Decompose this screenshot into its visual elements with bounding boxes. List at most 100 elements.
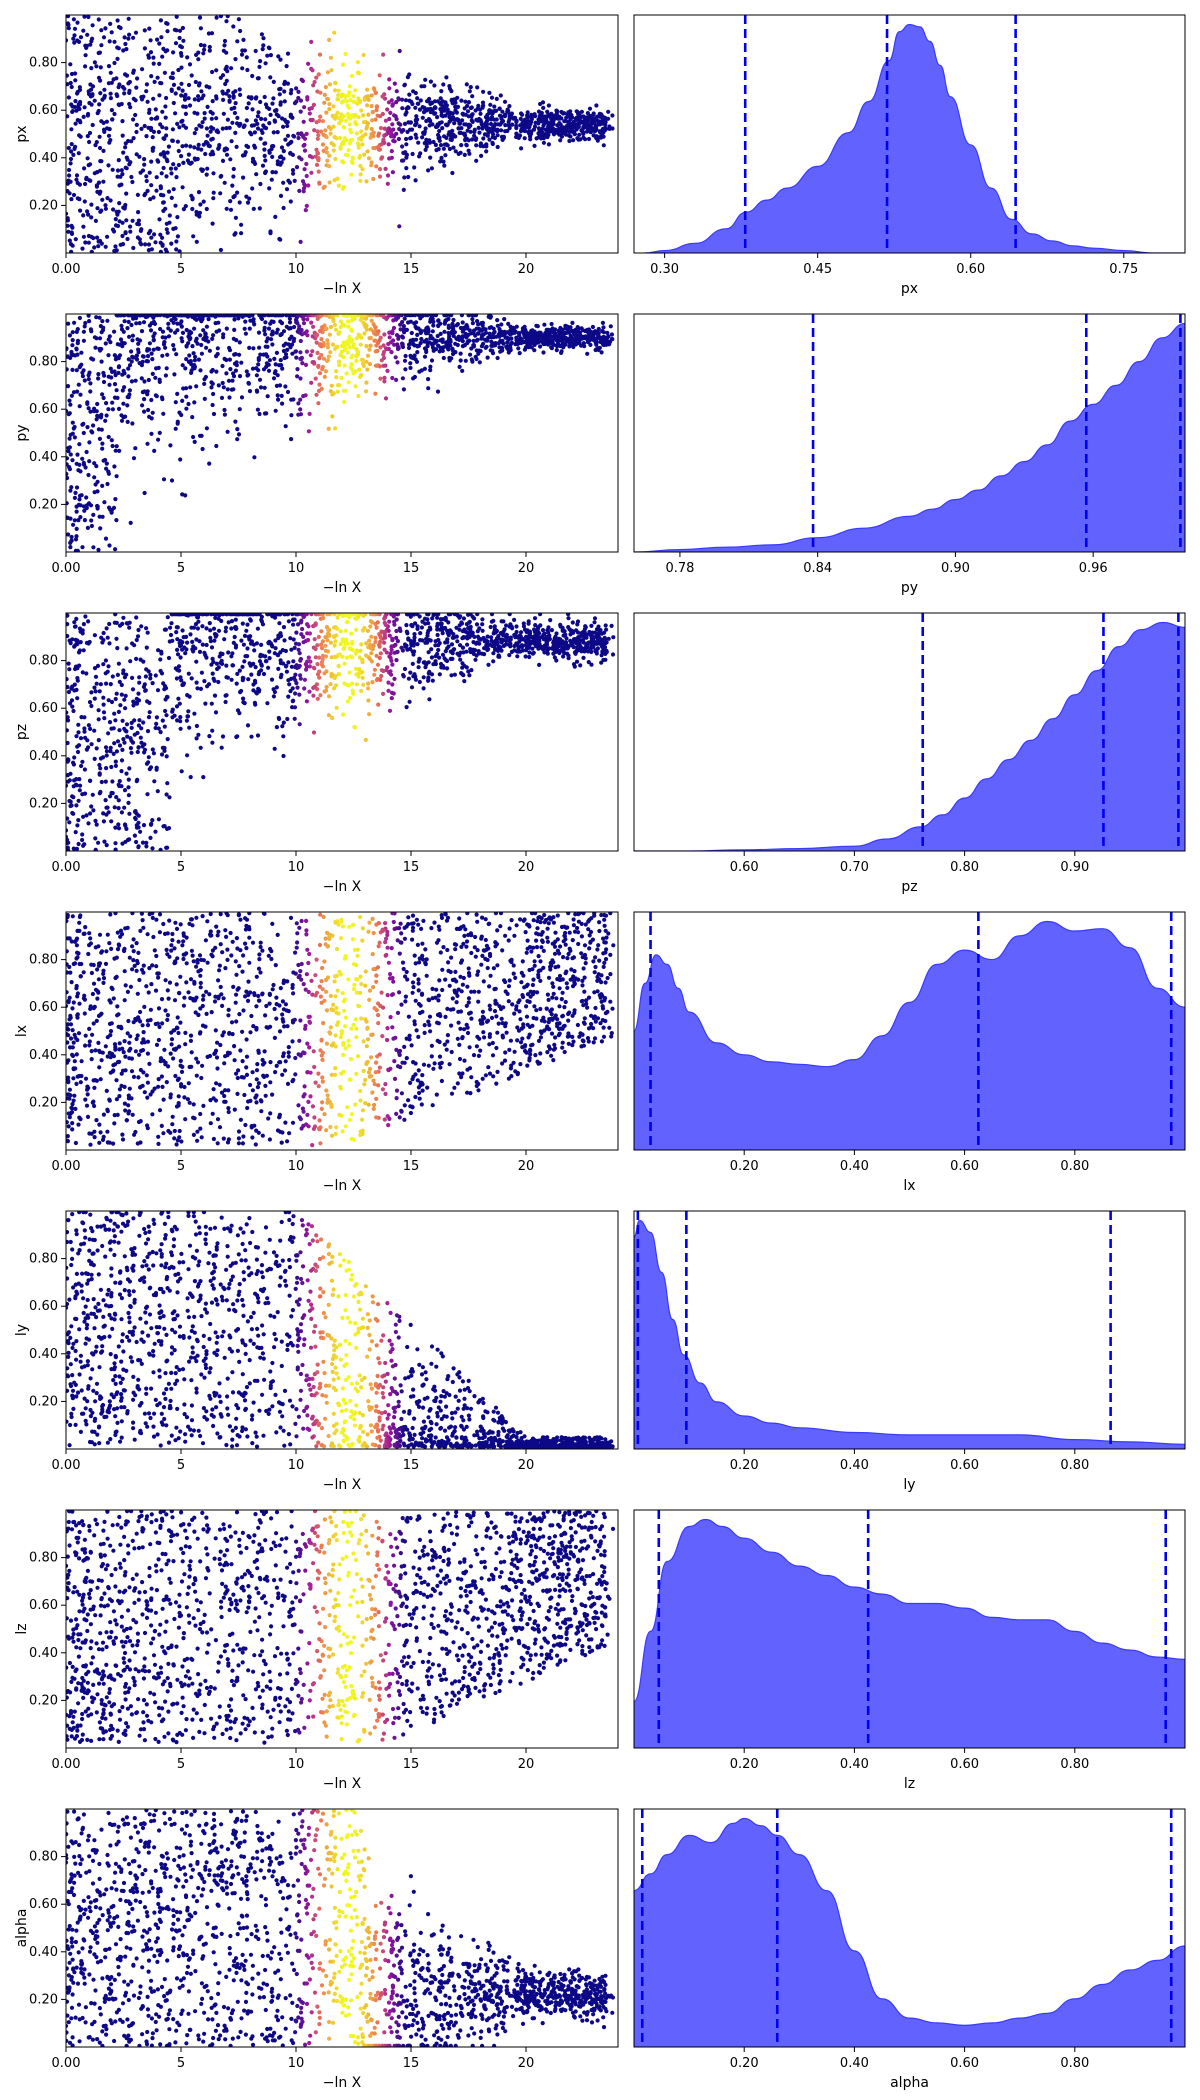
scatter-point [530, 328, 535, 333]
scatter-point [296, 412, 301, 417]
scatter-point [250, 366, 256, 371]
scatter-point [317, 52, 323, 57]
scatter-point [548, 328, 553, 333]
scatter-point [103, 203, 108, 208]
scatter-point [475, 319, 480, 324]
scatter-point [211, 626, 217, 631]
scatter-point [259, 116, 264, 121]
scatter-point [66, 229, 71, 234]
scatter-point [323, 654, 329, 659]
scatter-point [339, 375, 344, 380]
scatter-point [440, 126, 445, 131]
scatter-point [238, 314, 243, 318]
scatter-point [460, 368, 465, 373]
scatter-point [328, 350, 333, 355]
scatter-point [298, 98, 303, 103]
scatter-point [168, 443, 173, 448]
scatter-point [66, 346, 69, 351]
scatter-point [116, 158, 121, 163]
scatter-point [336, 183, 341, 188]
scatter-point [599, 350, 604, 355]
scatter-point [285, 347, 290, 352]
scatter-point [159, 395, 165, 400]
scatter-point [69, 223, 74, 228]
scatter-point [109, 30, 114, 35]
scatter-point [119, 418, 125, 423]
scatter-point [485, 355, 490, 360]
scatter-point [140, 390, 145, 395]
scatter-point [575, 622, 580, 627]
scatter-point [161, 342, 167, 347]
scatter-point [209, 116, 214, 121]
scatter-point [210, 336, 215, 341]
scatter-point [289, 413, 294, 418]
scatter-point [395, 346, 401, 352]
scatter-point [487, 111, 492, 116]
scatter-point [114, 92, 119, 97]
scatter-point [528, 334, 533, 339]
scatter-point [408, 135, 414, 140]
scatter-point [477, 130, 482, 135]
scatter-point [191, 351, 196, 356]
scatter-point [198, 42, 203, 48]
scatter-point [122, 697, 127, 702]
scatter-point [107, 641, 112, 646]
scatter-point [180, 363, 185, 368]
scatter-point [377, 73, 382, 78]
scatter-point [241, 175, 246, 180]
scatter-point [333, 156, 338, 162]
scatter-point [273, 314, 278, 318]
scatter-point [229, 66, 234, 71]
scatter-point [316, 158, 321, 163]
scatter-point [473, 354, 478, 359]
scatter-point [525, 114, 530, 120]
scatter-point [130, 338, 135, 343]
scatter-point [408, 361, 413, 366]
scatter-point [107, 334, 112, 339]
scatter-point [192, 326, 197, 331]
scatter-point [171, 162, 176, 167]
scatter-point [130, 333, 135, 338]
scatter-point [108, 682, 113, 687]
scatter-point [273, 362, 278, 367]
scatter-point [142, 28, 147, 33]
scatter-point [277, 621, 282, 626]
scatter-point [294, 165, 300, 170]
scatter-point [308, 353, 313, 358]
scatter-point [115, 45, 120, 50]
scatter-point [73, 624, 78, 629]
scatter-point [490, 643, 495, 649]
scatter-point [111, 207, 116, 212]
scatter-point [157, 377, 162, 382]
scatter-point [364, 359, 369, 364]
scatter-point [115, 739, 121, 744]
scatter-point [274, 383, 279, 388]
scatter-point [131, 245, 136, 251]
scatter-point [224, 357, 229, 363]
scatter-point [455, 342, 460, 348]
scatter-point [136, 218, 141, 223]
scatter-point [98, 189, 103, 194]
scatter-point [95, 479, 100, 484]
scatter-point [376, 145, 381, 150]
scatter-point [207, 48, 212, 53]
scatter-point [183, 204, 188, 209]
scatter-point [177, 249, 182, 253]
scatter-point [106, 81, 111, 86]
scatter-point [148, 328, 154, 333]
scatter-point [173, 166, 178, 171]
scatter-point [387, 86, 392, 91]
scatter-point [72, 518, 77, 523]
scatter-point [88, 503, 94, 508]
scatter-point [355, 314, 360, 318]
scatter-point [150, 371, 155, 376]
scatter-point [73, 99, 78, 104]
scatter-point [360, 167, 365, 172]
scatter-point [324, 314, 329, 318]
scatter-point [106, 133, 112, 138]
scatter-point [227, 94, 232, 99]
scatter-point [291, 659, 296, 664]
scatter-point [66, 367, 69, 372]
scatter-point [112, 464, 117, 469]
scatter-point [571, 331, 576, 336]
